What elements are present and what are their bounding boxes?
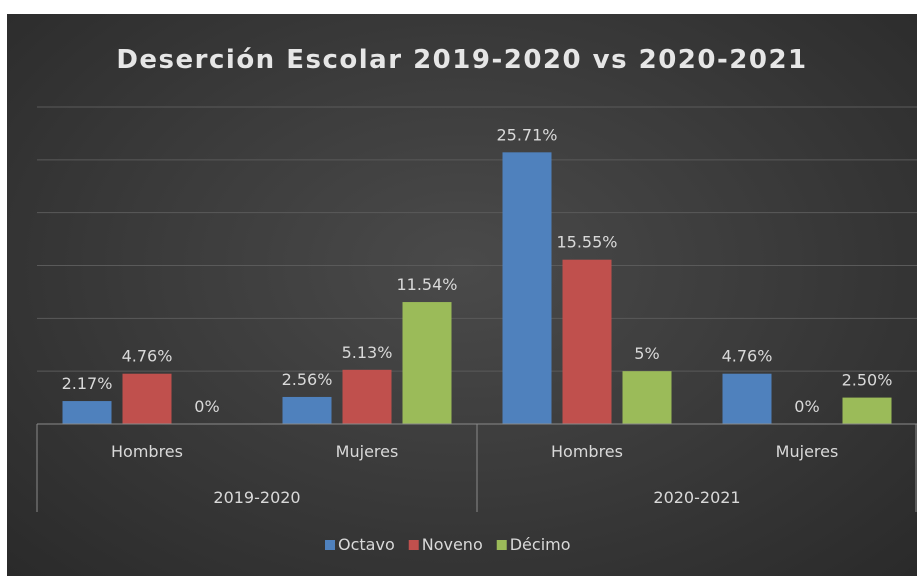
bars	[62, 152, 892, 424]
category-label: Hombres	[551, 442, 623, 461]
category-axis: Hombres Mujeres Hombres Mujeres 2019-2020 202…	[36, 423, 917, 512]
data-labels: 2.17% 4.76% 0% 2.56% 5.13% 11.54% 25.71% 15.55%…	[62, 125, 893, 416]
data-label: 2.17%	[62, 374, 113, 393]
data-label: 4.76%	[722, 347, 773, 366]
legend-swatch-décimo	[496, 540, 507, 550]
data-label: 0%	[794, 397, 819, 416]
legend-label: Octavo	[338, 535, 395, 554]
chart-title: Deserción Escolar 2019-2020 vs 2020-2021	[116, 45, 807, 75]
group-label: 2019-2020	[213, 488, 300, 507]
bar-octavo	[722, 373, 772, 424]
category-label: Mujeres	[776, 442, 839, 461]
data-label: 5%	[634, 344, 659, 363]
data-label: 4.76%	[122, 347, 173, 366]
category-label: Hombres	[111, 442, 183, 461]
legend-label: Noveno	[422, 535, 483, 554]
group-label: 2020-2021	[653, 488, 740, 507]
data-label: 25.71%	[496, 125, 557, 144]
legend-swatch-octavo	[325, 540, 335, 550]
bar-noveno	[342, 369, 392, 424]
legend: Octavo Noveno Décimo	[325, 535, 571, 554]
chart-frame: Deserción Escolar 2019-2020 vs 2020-2021…	[7, 14, 917, 576]
gridlines	[37, 106, 917, 372]
bar-octavo	[62, 401, 112, 424]
bar-octavo	[502, 152, 552, 424]
bar-noveno	[122, 373, 172, 424]
data-label: 11.54%	[396, 275, 457, 294]
bar-chart: Deserción Escolar 2019-2020 vs 2020-2021…	[36, 45, 917, 554]
data-label: 0%	[194, 397, 219, 416]
bar-octavo	[282, 396, 332, 424]
data-label: 15.55%	[556, 233, 617, 252]
legend-label: Décimo	[510, 535, 571, 554]
bar-noveno	[562, 259, 612, 424]
data-label: 2.50%	[842, 371, 893, 390]
bar-décimo	[842, 397, 892, 424]
data-label: 2.56%	[282, 370, 333, 389]
category-label: Mujeres	[336, 442, 399, 461]
legend-swatch-noveno	[408, 540, 419, 550]
bar-décimo	[622, 371, 672, 424]
bar-décimo	[402, 302, 452, 424]
data-label: 5.13%	[342, 343, 393, 362]
